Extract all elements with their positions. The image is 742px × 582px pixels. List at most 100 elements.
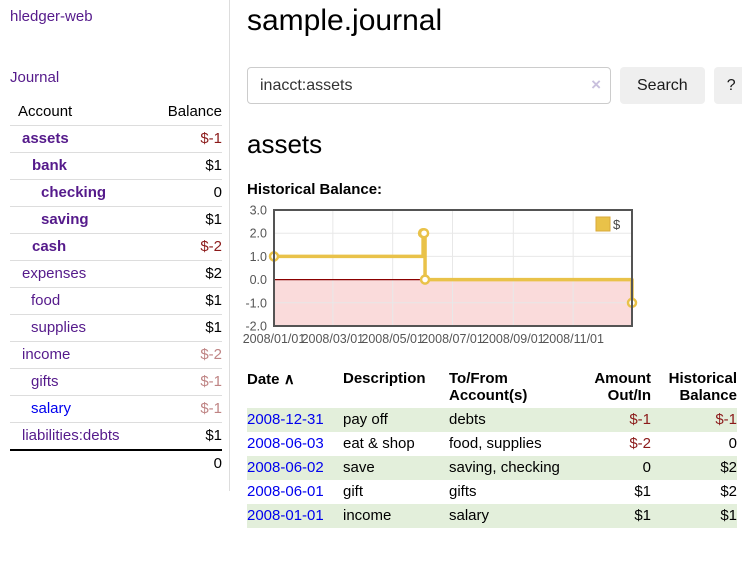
register-accounts: food, supplies	[449, 435, 542, 452]
svg-text:1.0: 1.0	[250, 250, 267, 264]
svg-text:2.0: 2.0	[250, 227, 267, 241]
main-content: sample.journal × Search ? assets Histori…	[230, 0, 742, 548]
register-header-amount: Amount Out/In	[594, 370, 651, 404]
account-row: saving $1	[10, 206, 222, 234]
account-row: expenses $2	[10, 260, 222, 288]
historical-balance-chart: 3.0 2.0 1.0 0.0 -1.0 -2.0 2008/01/01 2008/03/01…	[243, 204, 742, 351]
register-balance: 0	[728, 435, 737, 452]
search-button[interactable]: Search	[620, 67, 705, 104]
accounts-total-row: 0	[10, 450, 222, 477]
account-row: income $-2	[10, 341, 222, 369]
search-form: × Search ?	[247, 67, 742, 104]
account-balance: 0	[213, 184, 222, 201]
account-balance: $-2	[200, 238, 222, 255]
clear-search-icon[interactable]: ×	[591, 75, 601, 94]
account-balance: $1	[205, 319, 222, 336]
register-row: 2008-06-03 eat & shop food, supplies $-2…	[247, 432, 737, 456]
register-header-accounts: To/From Account(s)	[449, 370, 528, 404]
accounts-table: Account Balance assets $-1 bank $1 check…	[10, 99, 222, 477]
sort-asc-icon: ∧	[283, 371, 295, 388]
svg-text:3.0: 3.0	[250, 204, 267, 218]
register-amount: $1	[634, 507, 651, 524]
account-link-gifts[interactable]: gifts	[31, 373, 59, 390]
register-date-link[interactable]: 2008-01-01	[247, 507, 324, 524]
sidebar: hledger-web Journal Account Balance asse…	[0, 0, 230, 491]
account-link-income[interactable]: income	[22, 346, 71, 363]
page: hledger-web Journal Account Balance asse…	[0, 0, 742, 548]
accounts-header-balance: Balance	[167, 103, 222, 120]
svg-text:2008/07/01: 2008/07/01	[421, 332, 484, 346]
register-description: income	[343, 507, 392, 524]
account-link-food[interactable]: food	[31, 292, 61, 309]
chart-legend: $	[595, 216, 621, 232]
account-link-saving[interactable]: saving	[41, 211, 89, 228]
search-input[interactable]	[247, 67, 611, 104]
account-link-supplies[interactable]: supplies	[31, 319, 87, 336]
account-balance: $1	[205, 157, 222, 174]
register-amount: $-1	[629, 411, 651, 428]
accounts-total-value: 0	[213, 455, 222, 472]
account-row: liabilities:debts $1	[10, 422, 222, 451]
sidebar-item-journal[interactable]: Journal	[10, 69, 60, 86]
register-header-description: Description	[343, 370, 426, 387]
register-table: Date ∧ Description To/From Account(s) Am…	[247, 368, 737, 528]
account-row: food $1	[10, 287, 222, 315]
svg-text:2008/11/01: 2008/11/01	[542, 332, 604, 346]
svg-text:-1.0: -1.0	[245, 296, 267, 310]
account-link-expenses[interactable]: expenses	[22, 265, 87, 282]
register-date-link[interactable]: 2008-06-01	[247, 483, 324, 500]
account-link-assets[interactable]: assets	[22, 130, 69, 147]
register-description: save	[343, 459, 375, 476]
account-balance: $1	[205, 292, 222, 309]
register-balance: $-1	[715, 411, 737, 428]
help-button[interactable]: ?	[713, 67, 742, 104]
account-balance: $1	[205, 427, 222, 444]
register-description: pay off	[343, 411, 388, 428]
register-balance: $2	[720, 483, 737, 500]
register-accounts: saving, checking	[449, 459, 560, 476]
account-link-liabilities-debts[interactable]: liabilities:debts	[22, 427, 120, 444]
account-page-title: assets	[247, 129, 323, 159]
account-balance: $-1	[200, 400, 222, 417]
register-row: 2008-12-31 pay off debts $-1 $-1	[247, 408, 737, 432]
account-row: bank $1	[10, 152, 222, 180]
chart-label: Historical Balance:	[247, 181, 383, 198]
account-link-bank[interactable]: bank	[32, 157, 68, 174]
register-date-link[interactable]: 2008-12-31	[247, 411, 324, 428]
svg-text:2008/09/01: 2008/09/01	[482, 332, 545, 346]
register-balance: $1	[720, 507, 737, 524]
account-row: gifts $-1	[10, 368, 222, 396]
account-balance: $-1	[200, 373, 222, 390]
account-balance: $-1	[200, 130, 222, 147]
page-title: sample.journal	[247, 4, 443, 37]
register-amount: $1	[634, 483, 651, 500]
register-accounts: gifts	[449, 483, 477, 500]
register-date-link[interactable]: 2008-06-02	[247, 459, 324, 476]
account-row: cash $-2	[10, 233, 222, 261]
svg-text:$: $	[613, 217, 621, 232]
account-balance: $2	[205, 265, 222, 282]
chart-canvas: 3.0 2.0 1.0 0.0 -1.0 -2.02008/01/012008/03/01…	[243, 204, 638, 346]
account-balance: $1	[205, 211, 222, 228]
svg-text:0.0: 0.0	[250, 273, 267, 287]
register-description: gift	[343, 483, 364, 500]
register-balance: $2	[720, 459, 737, 476]
brand-link[interactable]: hledger-web	[10, 8, 93, 25]
account-balance: $-2	[200, 346, 222, 363]
svg-text:2008/03/01: 2008/03/01	[302, 332, 365, 346]
account-link-salary[interactable]: salary	[31, 400, 72, 417]
svg-text:2008/05/01: 2008/05/01	[361, 332, 424, 346]
register-row: 2008-01-01 income salary $1 $1	[247, 504, 737, 528]
register-row: 2008-06-02 save saving, checking 0 $2	[247, 456, 737, 480]
register-header-date[interactable]: Date ∧	[247, 371, 295, 388]
register-header-balance: Historical Balance	[668, 370, 737, 404]
account-row: assets $-1	[10, 125, 222, 153]
register-amount: $-2	[629, 435, 651, 452]
register-date-link[interactable]: 2008-06-03	[247, 435, 324, 452]
account-link-checking[interactable]: checking	[41, 184, 107, 201]
register-amount: 0	[642, 459, 651, 476]
register-description: eat & shop	[343, 435, 415, 452]
register-row: 2008-06-01 gift gifts $1 $2	[247, 480, 737, 504]
account-link-cash[interactable]: cash	[32, 238, 67, 255]
register-accounts: debts	[449, 411, 486, 428]
